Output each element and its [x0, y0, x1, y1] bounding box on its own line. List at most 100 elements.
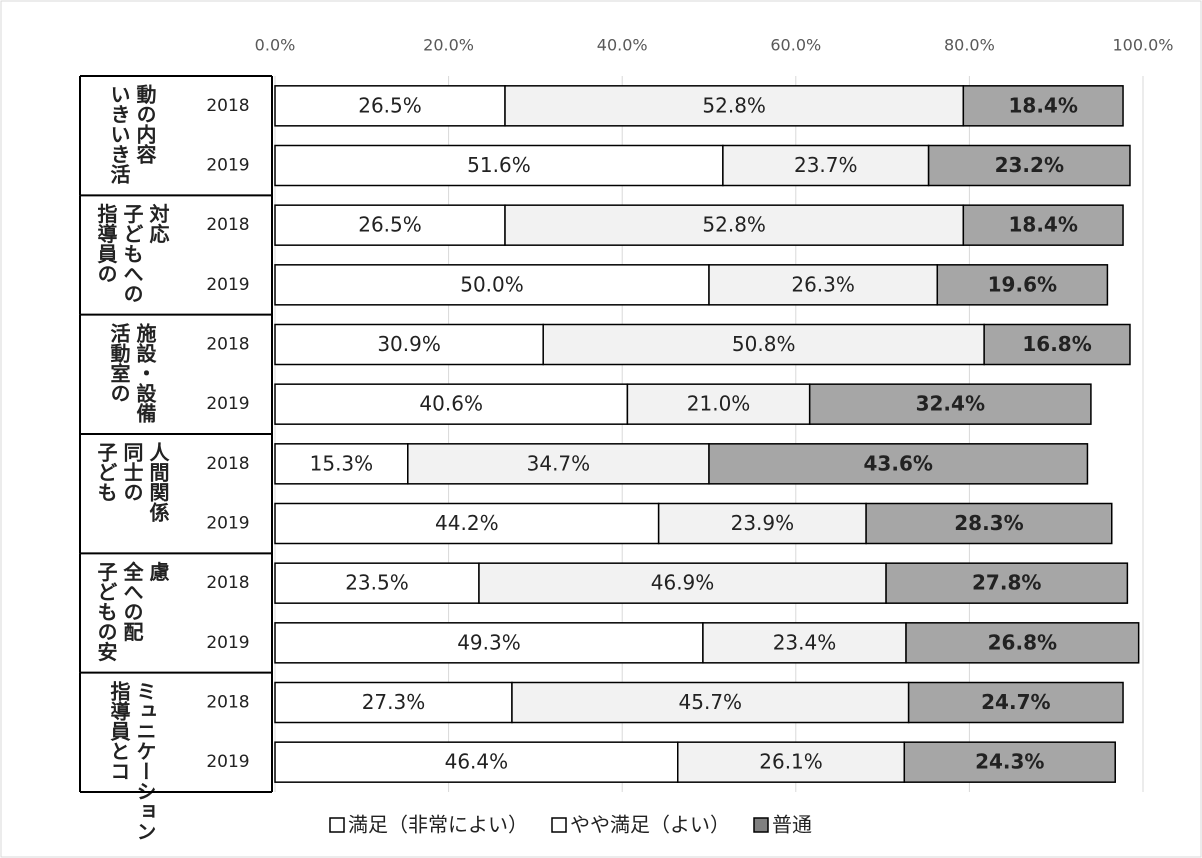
group-label: 対応 — [146, 203, 170, 244]
value-label: 26.3% — [791, 272, 855, 296]
bar-segment — [626, 383, 811, 425]
value-label: 24.3% — [975, 750, 1044, 774]
bar-segment — [885, 562, 1129, 604]
group-label: 指導員の — [94, 202, 118, 283]
value-label: 28.3% — [954, 511, 1023, 535]
value-label: 50.8% — [732, 332, 796, 356]
year-label: 2019 — [206, 394, 249, 414]
bar-segment — [905, 622, 1140, 664]
bar-segment — [274, 681, 513, 724]
group-label: 子どもの安 — [94, 561, 118, 662]
value-label: 46.9% — [651, 571, 715, 595]
bar-segment — [962, 204, 1124, 246]
legend-swatch — [551, 817, 567, 833]
value-label: 26.5% — [358, 213, 422, 237]
value-label: 23.5% — [345, 571, 409, 595]
value-label: 23.7% — [794, 153, 858, 177]
value-label: 40.6% — [419, 392, 483, 416]
group-label: 人間関係 — [146, 442, 170, 522]
value-label: 21.0% — [687, 392, 751, 416]
year-label: 2018 — [206, 454, 249, 474]
year-label: 2018 — [206, 573, 249, 593]
group-label: 指導員とコ — [107, 679, 131, 780]
value-label: 30.9% — [377, 332, 441, 356]
bar-segment — [936, 264, 1109, 306]
year-label: 2019 — [206, 514, 249, 534]
bar-segment — [274, 144, 724, 187]
value-label: 23.4% — [773, 630, 837, 654]
legend-label: やや満足（よい） — [570, 813, 730, 837]
group-label: 施設・設備 — [133, 321, 157, 422]
value-label: 51.6% — [467, 153, 531, 177]
value-label: 43.6% — [864, 451, 933, 475]
value-label: 18.4% — [1008, 93, 1077, 117]
legend-label: 満足（非常によい） — [348, 813, 528, 837]
year-label: 2019 — [206, 275, 249, 295]
value-label: 34.7% — [527, 451, 591, 475]
legend-swatch — [753, 817, 769, 833]
value-label: 16.8% — [1022, 332, 1091, 356]
group-label: 同士の — [120, 442, 144, 502]
bar-segment — [274, 85, 506, 127]
value-label: 23.2% — [995, 153, 1064, 177]
value-label: 32.4% — [916, 392, 985, 416]
value-label: 26.5% — [358, 93, 422, 117]
value-label: 52.8% — [702, 93, 766, 117]
x-tick-label: 20.0% — [423, 36, 474, 55]
value-label: 27.3% — [362, 690, 426, 714]
x-tick-label: 40.0% — [597, 36, 648, 55]
group-label: 全への配 — [120, 560, 144, 641]
value-label: 15.3% — [310, 451, 374, 475]
bar-segment — [511, 681, 910, 724]
year-label: 2018 — [206, 96, 249, 116]
group-label: いきいき活 — [107, 84, 131, 185]
x-tick-label: 80.0% — [944, 36, 995, 55]
year-label: 2019 — [206, 633, 249, 653]
value-label: 18.4% — [1008, 213, 1077, 237]
value-label: 49.3% — [457, 630, 521, 654]
group-label: 慮 — [146, 561, 170, 582]
year-label: 2018 — [206, 335, 249, 355]
bar-segment — [478, 562, 887, 604]
bar-segment — [542, 323, 985, 366]
bar-segment — [722, 144, 930, 187]
value-label: 50.0% — [460, 272, 524, 296]
bar-segment — [677, 741, 906, 783]
group-label: 動の内容 — [133, 84, 157, 165]
year-label: 2019 — [206, 752, 249, 772]
bar-segment — [903, 741, 1116, 783]
bar-segment — [808, 383, 1092, 425]
bar-segment — [274, 264, 710, 306]
legend-label: 普通 — [772, 813, 812, 837]
legend-swatch — [329, 817, 345, 833]
value-label: 26.8% — [988, 630, 1057, 654]
bar-segment — [708, 264, 939, 306]
value-label: 23.9% — [731, 511, 795, 535]
year-label: 2019 — [206, 156, 249, 176]
bar-segment — [927, 144, 1131, 187]
value-label: 27.8% — [972, 571, 1041, 595]
value-label: 19.6% — [988, 272, 1057, 296]
x-tick-label: 100.0% — [1112, 36, 1173, 55]
bar-segment — [962, 85, 1124, 127]
bar-segment — [274, 622, 704, 664]
value-label: 44.2% — [435, 511, 499, 535]
year-label: 2018 — [206, 693, 249, 713]
value-label: 52.8% — [702, 213, 766, 237]
group-label: 活動室の — [107, 322, 131, 402]
value-label: 24.7% — [981, 690, 1050, 714]
year-label: 2018 — [206, 215, 249, 235]
bar-segment — [907, 681, 1124, 724]
bar-segment — [274, 323, 544, 366]
x-tick-label: 60.0% — [770, 36, 821, 55]
bar-segment — [657, 502, 867, 545]
group-label: 子ども — [94, 442, 118, 502]
value-label: 46.4% — [445, 750, 509, 774]
bar-segment — [274, 204, 506, 246]
bar-segment — [865, 502, 1113, 545]
x-tick-label: 0.0% — [255, 36, 296, 55]
bar-segment — [983, 323, 1131, 366]
bar-segment — [504, 204, 965, 246]
